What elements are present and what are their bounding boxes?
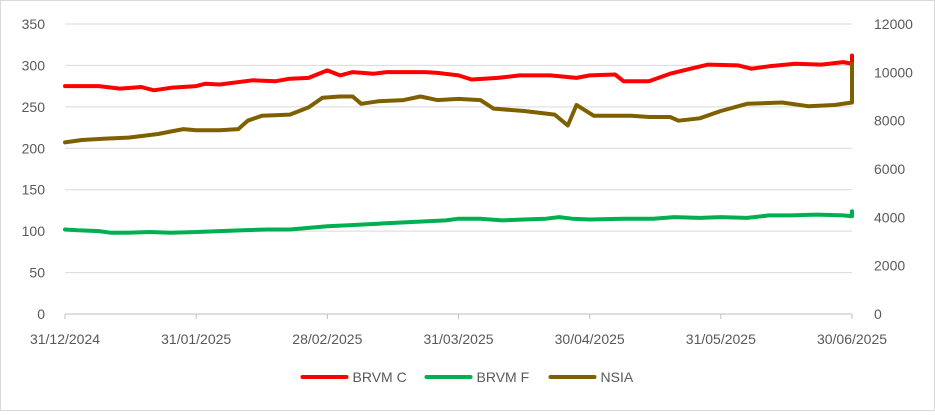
legend: BRVM C BRVM F NSIA xyxy=(300,369,634,385)
x-tick-label: 30/06/2025 xyxy=(817,331,887,347)
y-left-tick-label: 100 xyxy=(22,223,46,239)
x-tick-label: 31/01/2025 xyxy=(161,331,231,347)
series-line-brvm-c xyxy=(63,53,854,93)
legend-label: NSIA xyxy=(601,369,634,385)
x-tick-label: 31/12/2024 xyxy=(30,331,100,347)
x-tick-label: 31/05/2025 xyxy=(686,331,756,347)
x-tick-label: 28/02/2025 xyxy=(292,331,362,347)
y-left-tick-label: 150 xyxy=(22,182,46,198)
series-line-nsia xyxy=(63,61,854,145)
y-right-tick-label: 12000 xyxy=(874,16,913,32)
y-right-tick-label: 6000 xyxy=(874,161,905,177)
y-right-tick-label: 0 xyxy=(874,306,882,322)
y-right-tick-label: 10000 xyxy=(874,64,913,80)
y-right-tick-label: 4000 xyxy=(874,209,905,225)
y-right-tick-label: 8000 xyxy=(874,113,905,129)
axes xyxy=(64,313,853,319)
x-tick-label: 30/04/2025 xyxy=(555,331,625,347)
legend-label: BRVM C xyxy=(353,369,407,385)
y-right-tick-label: 2000 xyxy=(874,258,905,274)
series-line-brvm-f xyxy=(63,209,854,235)
x-tick-label: 31/03/2025 xyxy=(423,331,493,347)
y-left-tick-label: 350 xyxy=(22,16,46,32)
y-left-tick-label: 250 xyxy=(22,99,46,115)
y-left-tick-label: 300 xyxy=(22,57,46,73)
series-lines xyxy=(63,53,854,235)
legend-label: BRVM F xyxy=(477,369,530,385)
y-left-tick-label: 0 xyxy=(37,306,45,322)
y-left-tick-label: 200 xyxy=(22,140,46,156)
y-left-tick-label: 50 xyxy=(29,265,45,281)
tick-labels: 0 50 100 150 200 250 300 350 0 2000 4000 6000 8000 10… xyxy=(22,16,914,347)
gridlines xyxy=(65,23,852,274)
